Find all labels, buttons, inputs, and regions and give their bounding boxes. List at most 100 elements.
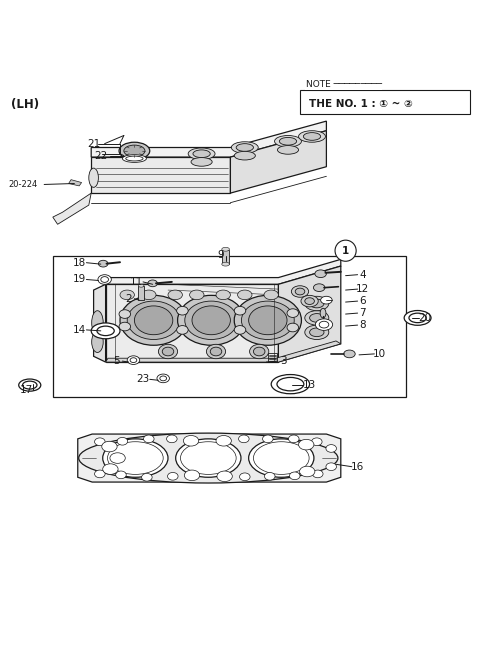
Ellipse shape bbox=[315, 319, 333, 330]
Ellipse shape bbox=[177, 307, 188, 315]
Ellipse shape bbox=[320, 309, 326, 318]
Ellipse shape bbox=[319, 321, 329, 328]
Ellipse shape bbox=[176, 439, 241, 477]
Text: 1: 1 bbox=[342, 246, 349, 255]
Text: 9: 9 bbox=[217, 250, 224, 261]
Ellipse shape bbox=[160, 376, 167, 381]
Ellipse shape bbox=[289, 472, 300, 479]
Ellipse shape bbox=[234, 326, 246, 334]
Ellipse shape bbox=[234, 151, 255, 160]
Ellipse shape bbox=[305, 298, 314, 305]
Polygon shape bbox=[91, 121, 326, 157]
Text: NOTE ─────────: NOTE ───────── bbox=[306, 80, 382, 89]
Ellipse shape bbox=[264, 290, 278, 299]
Ellipse shape bbox=[303, 132, 321, 140]
Polygon shape bbox=[278, 266, 341, 362]
Ellipse shape bbox=[271, 375, 310, 394]
Ellipse shape bbox=[287, 309, 299, 318]
Bar bbox=[268, 354, 277, 362]
Ellipse shape bbox=[108, 441, 163, 474]
Circle shape bbox=[335, 240, 356, 261]
Ellipse shape bbox=[103, 464, 118, 474]
Polygon shape bbox=[53, 193, 91, 224]
Ellipse shape bbox=[241, 301, 294, 339]
Ellipse shape bbox=[210, 347, 222, 356]
Text: 14: 14 bbox=[72, 325, 86, 335]
Text: (LH): (LH) bbox=[11, 98, 39, 111]
Ellipse shape bbox=[310, 314, 324, 322]
Text: 2: 2 bbox=[125, 293, 132, 304]
Ellipse shape bbox=[120, 295, 187, 345]
Ellipse shape bbox=[183, 436, 199, 446]
Ellipse shape bbox=[158, 345, 178, 359]
Ellipse shape bbox=[162, 347, 174, 356]
Ellipse shape bbox=[249, 306, 287, 335]
Ellipse shape bbox=[95, 438, 105, 445]
Ellipse shape bbox=[23, 381, 37, 389]
Ellipse shape bbox=[127, 301, 180, 339]
Ellipse shape bbox=[253, 347, 265, 356]
Polygon shape bbox=[91, 157, 230, 193]
Polygon shape bbox=[106, 259, 341, 284]
Text: 18: 18 bbox=[72, 257, 86, 268]
Text: 5: 5 bbox=[113, 356, 120, 366]
Ellipse shape bbox=[287, 323, 299, 332]
Ellipse shape bbox=[119, 142, 150, 160]
Ellipse shape bbox=[144, 435, 154, 443]
Ellipse shape bbox=[193, 150, 210, 158]
Ellipse shape bbox=[299, 131, 325, 142]
Ellipse shape bbox=[250, 345, 269, 359]
Text: 20-224: 20-224 bbox=[9, 180, 37, 189]
Ellipse shape bbox=[188, 148, 215, 160]
Ellipse shape bbox=[138, 284, 144, 287]
Ellipse shape bbox=[98, 274, 111, 284]
Text: 20: 20 bbox=[418, 313, 432, 323]
Ellipse shape bbox=[120, 290, 134, 299]
Ellipse shape bbox=[127, 356, 140, 364]
Ellipse shape bbox=[98, 260, 108, 267]
Ellipse shape bbox=[167, 435, 177, 443]
Ellipse shape bbox=[231, 141, 258, 153]
Text: 3: 3 bbox=[280, 356, 287, 366]
Ellipse shape bbox=[321, 296, 332, 304]
Ellipse shape bbox=[126, 156, 143, 161]
Polygon shape bbox=[69, 179, 82, 186]
Ellipse shape bbox=[305, 310, 329, 325]
Text: 8: 8 bbox=[359, 320, 366, 330]
Ellipse shape bbox=[185, 301, 238, 339]
Ellipse shape bbox=[116, 471, 126, 479]
Ellipse shape bbox=[313, 284, 325, 291]
Bar bbox=[300, 90, 470, 114]
Ellipse shape bbox=[92, 310, 103, 335]
Ellipse shape bbox=[299, 440, 314, 450]
Ellipse shape bbox=[157, 374, 169, 383]
Ellipse shape bbox=[239, 435, 249, 443]
Text: 16: 16 bbox=[351, 462, 364, 472]
Bar bbox=[222, 250, 229, 264]
Ellipse shape bbox=[89, 168, 98, 187]
Ellipse shape bbox=[404, 310, 431, 326]
Ellipse shape bbox=[101, 276, 108, 282]
Ellipse shape bbox=[263, 435, 273, 443]
Ellipse shape bbox=[238, 290, 252, 299]
Ellipse shape bbox=[326, 445, 336, 453]
Ellipse shape bbox=[216, 436, 231, 446]
Ellipse shape bbox=[300, 466, 315, 477]
Ellipse shape bbox=[310, 299, 324, 308]
Ellipse shape bbox=[222, 248, 229, 251]
Ellipse shape bbox=[344, 350, 355, 358]
Ellipse shape bbox=[134, 306, 173, 335]
Ellipse shape bbox=[234, 307, 246, 315]
Ellipse shape bbox=[409, 313, 426, 323]
Ellipse shape bbox=[184, 470, 200, 481]
Ellipse shape bbox=[216, 290, 230, 299]
Ellipse shape bbox=[217, 471, 232, 481]
Ellipse shape bbox=[110, 453, 125, 463]
Text: THE NO. 1 : ① ~ ②: THE NO. 1 : ① ~ ② bbox=[309, 99, 412, 109]
Ellipse shape bbox=[142, 290, 156, 299]
Ellipse shape bbox=[275, 136, 301, 147]
Ellipse shape bbox=[102, 441, 117, 452]
Ellipse shape bbox=[253, 441, 309, 474]
Text: 10: 10 bbox=[372, 349, 386, 359]
Polygon shape bbox=[78, 434, 341, 482]
